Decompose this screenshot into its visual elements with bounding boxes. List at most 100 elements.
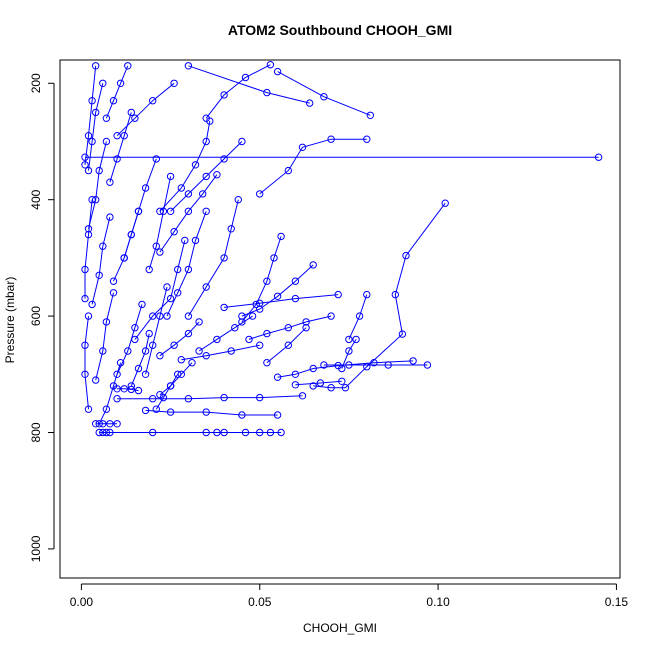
data-point-10-3 [166,408,175,416]
data-point-42-2 [184,207,193,216]
data-point-31-2 [102,405,111,413]
data-point-30-3 [113,132,121,140]
series-line-31 [98,362,122,425]
series-line-42 [159,174,218,253]
y-tick-label: 400 [29,189,43,209]
y-axis: 200 400 600 800 1000 [29,73,55,562]
data-point-9-2 [220,393,228,402]
data-point-44-0 [338,377,346,385]
series-line-44 [295,380,342,386]
data-point-28-1 [127,230,136,239]
series-line-34 [88,141,107,229]
data-point-42-1 [199,190,207,198]
y-tick-label: 200 [29,73,43,93]
data-point-27-1 [184,329,193,338]
series-line-14 [187,199,239,317]
series-line-29 [109,112,132,183]
data-point-11-0 [309,261,317,269]
data-point-19-0 [181,236,189,245]
data-point-25-0 [138,300,146,309]
data-point-41-1 [120,385,128,393]
data-point-3-0 [306,99,314,107]
series-line-28 [113,211,139,282]
data-point-5-3 [309,364,317,373]
series-line-17 [224,294,339,308]
data-point-12-1 [270,254,278,262]
series-line-49 [130,333,150,387]
data-point-5-0 [409,357,417,365]
data-point-8-0 [213,428,221,437]
data-point-20-3 [145,265,153,274]
data-point-0-0 [594,153,603,161]
data-point-1-6 [327,384,335,392]
data-point-9-3 [184,395,193,403]
data-point-48-1 [116,79,125,88]
data-point-35-3 [84,166,93,175]
data-layer [81,60,603,437]
data-point-5-1 [370,359,378,367]
plot-area [59,59,621,579]
data-point-36-3 [81,161,89,169]
data-point-30-1 [149,97,157,105]
data-point-42-0 [213,171,221,179]
x-tick-label: 0.00 [70,595,94,609]
series-line-18 [159,362,193,396]
data-point-34-3 [84,225,93,233]
data-point-27-3 [156,352,164,360]
series-line-43 [198,315,253,352]
series-line-37 [84,199,93,299]
data-point-16-2 [220,91,228,99]
data-point-7-2 [256,428,264,437]
data-point-32-0 [109,289,118,297]
data-point-28-3 [109,277,118,285]
data-point-8-2 [95,428,103,437]
data-point-46-1 [345,347,353,355]
data-point-26-0 [256,341,264,349]
data-point-7-1 [266,428,275,437]
series-line-19 [134,240,186,340]
data-point-21-0 [238,137,246,146]
data-point-50-0 [174,370,182,378]
chart-title: ATOM2 Southbound CHOOH_GMI [228,22,452,38]
data-point-7-3 [241,428,250,437]
series-group [81,60,603,437]
data-point-1-1 [402,251,410,260]
data-point-4-3 [284,166,292,175]
y-tick-label: 800 [29,422,43,442]
data-point-43-0 [248,312,257,320]
series-line-4 [259,138,367,195]
series-line-48 [105,65,129,119]
data-point-4-0 [363,135,371,143]
data-point-6-1 [384,361,392,369]
data-point-45-0 [363,290,371,299]
data-point-10-1 [238,411,246,419]
data-point-24-3 [141,370,150,378]
series-line-38 [84,316,89,410]
series-line-30 [116,82,175,137]
data-point-4-4 [256,190,264,198]
data-point-12-2 [263,277,271,285]
data-point-39-2 [106,420,114,428]
data-point-43-3 [195,347,203,355]
data-point-13-2 [284,324,292,332]
data-point-19-1 [174,265,182,274]
data-point-45-2 [345,335,353,344]
data-point-25-2 [124,347,132,355]
data-point-32-2 [99,347,107,355]
data-point-30-2 [131,114,139,122]
x-axis-label: CHOOH_GMI [303,621,377,635]
data-point-2-1 [320,93,328,101]
series-line-27 [159,321,200,357]
data-point-24-2 [149,341,157,349]
data-point-1-5 [341,384,350,392]
y-axis-label: Pressure (mbar) [3,277,17,364]
data-point-21-4 [166,207,175,216]
data-point-33-1 [99,242,107,250]
data-point-45-1 [355,312,364,320]
series-line-46 [341,339,357,369]
data-point-14-0 [234,196,243,204]
series-line-36 [84,65,97,165]
data-point-23-3 [174,289,182,297]
data-point-47-2 [263,359,271,367]
data-point-27-2 [170,341,178,349]
